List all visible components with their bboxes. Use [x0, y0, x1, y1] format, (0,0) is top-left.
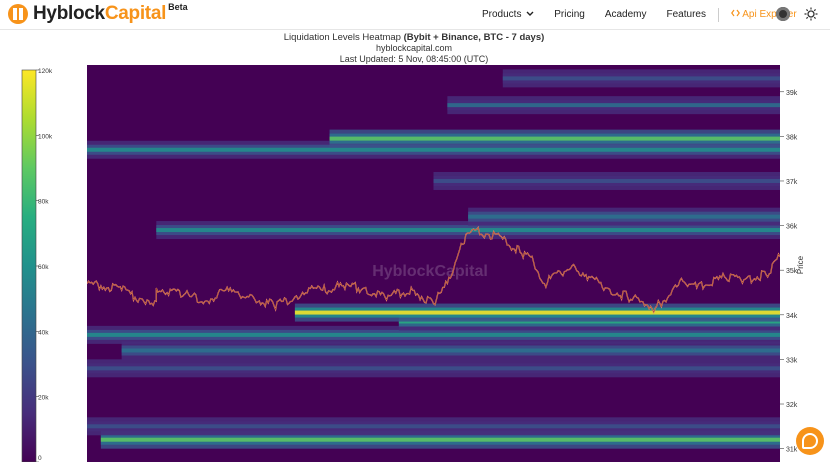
colorbar: [21, 69, 37, 463]
liquidation-band: [433, 178, 780, 183]
colorbar-tick-label: 100k: [38, 133, 53, 140]
liquidation-band: [468, 214, 780, 219]
y-tick-label: 33k: [786, 357, 798, 364]
y-tick-label: 34k: [786, 313, 798, 320]
beta-badge: Beta: [168, 2, 188, 12]
nav-products-label: Products: [482, 9, 522, 20]
liquidation-band: [121, 348, 780, 353]
hyblock-logo-icon: [8, 4, 28, 24]
colorbar-tick-label: 80k: [38, 199, 49, 206]
liquidation-band: [87, 332, 780, 337]
sun-icon[interactable]: [804, 7, 818, 21]
y-axis: 31k 32k 33k 34k 35k 36k 37k 38k 39k: [780, 90, 798, 454]
top-nav: HyblockCapital Beta Products Pricing Aca…: [0, 0, 830, 30]
chat-button[interactable]: [796, 427, 824, 455]
nav-products[interactable]: Products: [482, 9, 534, 20]
liquidation-band: [294, 310, 780, 315]
nav-academy[interactable]: Academy: [604, 9, 647, 20]
colorbar-tick-label: 20k: [38, 395, 49, 402]
liquidation-band: [329, 136, 780, 141]
brand-suffix: Capital: [104, 3, 167, 24]
plot-area: HyblockCapital: [87, 65, 780, 462]
chart-title-prefix: Liquidation Levels Heatmap: [284, 32, 401, 43]
heatmap-svg: Liquidation Levels Heatmap (Bybit + Bina…: [21, 32, 805, 463]
liquidation-band: [447, 103, 780, 108]
colorbar-tick-label: 120k: [38, 68, 53, 75]
y-tick-label: 31k: [786, 447, 798, 454]
heatmap-chart: Liquidation Levels Heatmap (Bybit + Bina…: [0, 30, 830, 463]
y-tick-label: 32k: [786, 402, 798, 409]
y-tick-label: 39k: [786, 90, 798, 97]
colorbar-tick-label: 40k: [38, 329, 49, 336]
y-tick-label: 36k: [786, 224, 798, 231]
brand-name: HyblockCapital: [33, 3, 166, 25]
main-menu: Products Pricing Academy Features Api Ex…: [472, 0, 807, 29]
chart-title: Liquidation Levels Heatmap (Bybit + Bina…: [284, 32, 545, 43]
liquidation-band: [502, 76, 780, 81]
code-icon: [731, 9, 740, 17]
colorbar-ticks: 0 20k 40k 60k 80k 100k 120k: [36, 68, 53, 463]
chart-updated: Last Updated: 5 Nov, 08:45:00 (UTC): [340, 54, 488, 64]
nav-divider: [717, 7, 719, 22]
watermark: HyblockCapital: [372, 263, 488, 280]
nav-api-explorer-label: Api Explorer: [742, 9, 797, 20]
colorbar-tick-label: 0: [38, 455, 42, 462]
price-line-shadow: [87, 226, 780, 314]
y-tick-label: 38k: [786, 134, 798, 141]
colorbar-tick-label: 60k: [38, 264, 49, 271]
nav-pricing[interactable]: Pricing: [554, 9, 585, 20]
y-tick-label: 35k: [786, 268, 798, 275]
chart-title-bold: (Bybit + Binance, BTC - 7 days): [404, 32, 545, 43]
brand-logo[interactable]: HyblockCapital Beta: [8, 2, 188, 25]
liquidation-band: [87, 366, 780, 371]
nav-features[interactable]: Features: [666, 9, 706, 20]
avatar-icon[interactable]: [776, 7, 790, 21]
y-tick-label: 37k: [786, 179, 798, 186]
chart-subtitle: hyblockcapital.com: [376, 43, 452, 53]
liquidation-band: [156, 228, 780, 233]
y-axis-label: Price: [796, 255, 805, 274]
liquidation-band: [87, 424, 780, 429]
liquidation-band: [100, 437, 780, 442]
brand-prefix: Hyblock: [33, 3, 105, 24]
nav-api-explorer[interactable]: Api Explorer: [731, 9, 797, 20]
liquidation-bands: [87, 69, 780, 449]
liquidation-band: [87, 147, 780, 152]
chevron-down-icon: [526, 11, 534, 16]
